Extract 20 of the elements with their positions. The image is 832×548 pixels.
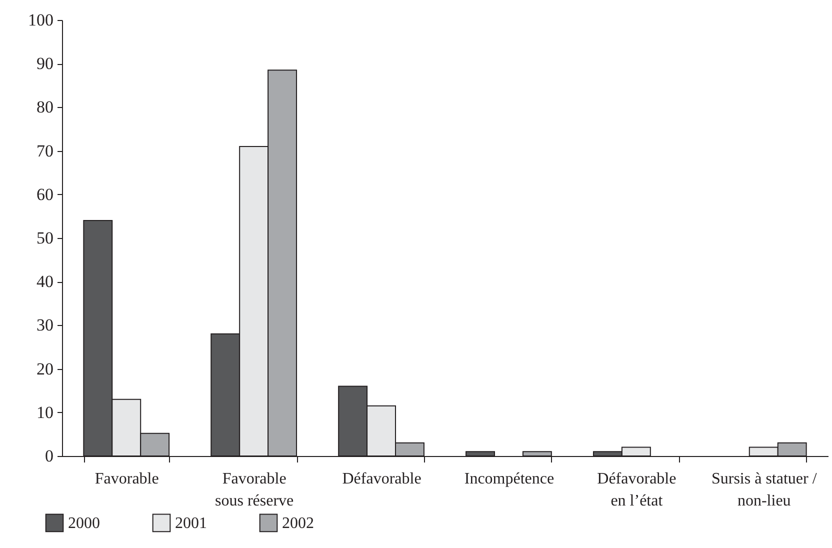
x-tick-label: Sursis à statuer / non-lieu [711, 470, 818, 510]
y-tick-label: 60 [36, 184, 54, 204]
x-tick-label: Défavorable en l’état [597, 470, 676, 510]
y-tick-label: 40 [36, 272, 54, 292]
y-tick-label: 50 [36, 228, 54, 248]
y-tick-label: 100 [28, 10, 54, 30]
y-tick-label: 80 [36, 98, 54, 117]
legend-label: 2001 [175, 514, 207, 532]
legend-label: 2000 [68, 514, 100, 532]
x-tick-label: Incompétence [464, 470, 554, 488]
x-tick-label: Favorable sous réserve [215, 470, 294, 510]
legend-label: 2002 [282, 514, 314, 532]
y-tick-label: 30 [36, 316, 54, 335]
y-tick-label: 70 [36, 141, 54, 160]
x-tick-label: Défavorable [342, 470, 422, 488]
y-tick-label: 90 [36, 54, 54, 74]
y-tick-label: 20 [36, 359, 54, 378]
y-tick-label: 10 [36, 402, 54, 422]
x-tick-label: Favorable [94, 470, 159, 488]
y-tick-label: 0 [45, 446, 54, 466]
